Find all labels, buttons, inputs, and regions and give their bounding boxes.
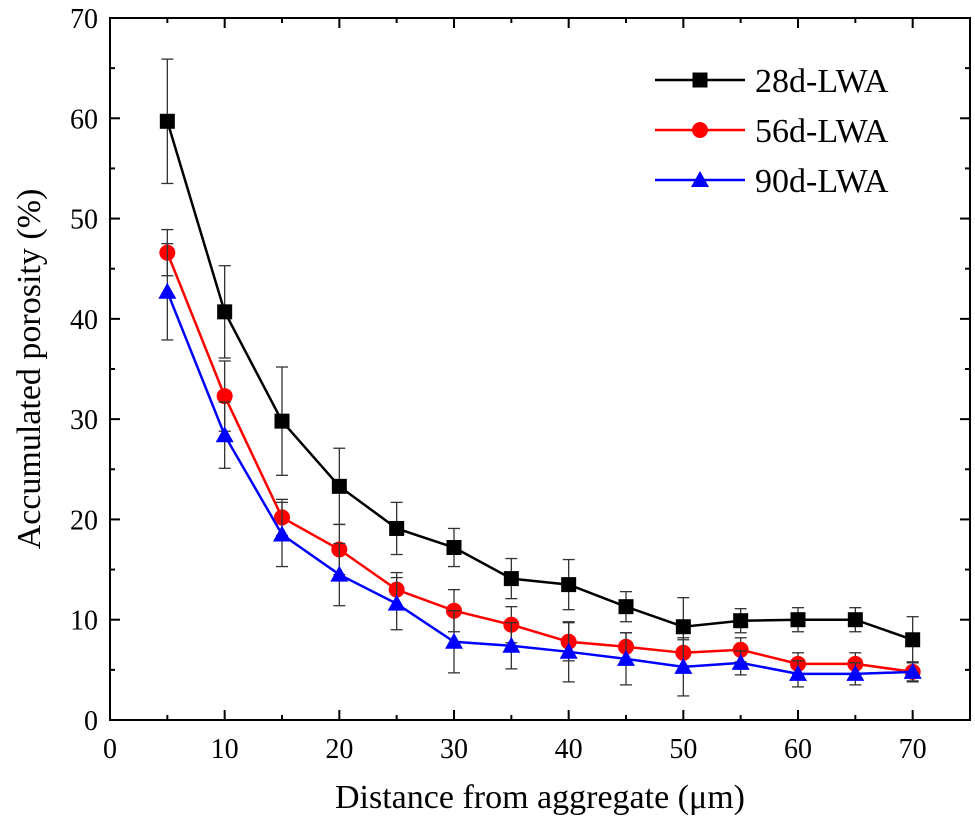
data-point [559,642,578,659]
series-line [166,252,913,674]
data-point [618,599,634,615]
x-tick-label: 30 [440,734,468,765]
y-tick-label: 40 [70,305,98,336]
x-tick-label: 50 [669,734,697,765]
data-point [158,282,177,299]
legend-label: 56d-LWA [755,113,889,150]
series-layer [158,58,922,697]
series-56d-lwa [159,228,921,682]
data-point [330,565,349,582]
data-point [331,478,347,494]
x-tick-label: 0 [103,734,117,765]
data-point [732,641,749,658]
data-point [903,662,922,679]
data-point [733,613,749,629]
x-tick-label: 20 [325,734,353,765]
data-point [847,612,863,628]
data-point [445,632,463,649]
data-point [389,520,405,536]
data-point [159,113,175,129]
legend-label: 28d-LWA [755,63,889,100]
series-90d-lwa [158,242,922,697]
data-point [274,413,290,429]
y-axis-title: Accumulated porosity (%) [11,189,48,550]
legend-marker [692,122,708,138]
data-point [503,571,519,587]
legend-marker [692,72,708,88]
data-point [905,632,921,648]
y-tick-label: 60 [70,104,98,135]
legend-marker [691,171,709,187]
data-point [789,664,807,681]
legend-label: 90d-LWA [755,163,889,200]
data-point [502,636,521,653]
x-tick-label: 70 [899,734,927,765]
series-line [166,120,914,641]
y-tick-label: 50 [70,205,98,236]
data-point [561,577,577,593]
data-point [446,540,462,556]
y-tick-label: 0 [84,706,98,737]
x-tick-label: 10 [211,734,239,765]
x-tick-label: 40 [555,734,583,765]
data-point [216,388,233,405]
y-axis: 0 10 20 30 40 50 60 70 [70,4,970,737]
y-tick-label: 10 [70,606,98,637]
x-tick-label: 60 [784,734,812,765]
data-point [846,664,865,681]
legend-item: 56d-LWA [655,113,889,150]
x-axis: 0 10 20 30 40 50 60 70 [103,18,927,765]
data-point [731,653,750,670]
x-axis-title: Distance from aggregate (μm) [335,779,745,816]
data-point [674,657,693,674]
y-tick-label: 30 [70,405,98,436]
data-point [790,612,806,628]
legend: 28d-LWA 56d-LWA 90d-LWA [655,63,889,200]
legend-item: 28d-LWA [655,63,889,100]
data-point [675,619,691,635]
legend-item: 90d-LWA [655,163,889,200]
data-point [217,304,233,320]
data-point [273,525,291,542]
data-point [617,649,635,666]
y-tick-label: 20 [70,505,98,536]
data-point [215,426,234,443]
data-point [387,594,406,611]
y-tick-label: 70 [70,4,98,35]
series-line [166,291,913,676]
